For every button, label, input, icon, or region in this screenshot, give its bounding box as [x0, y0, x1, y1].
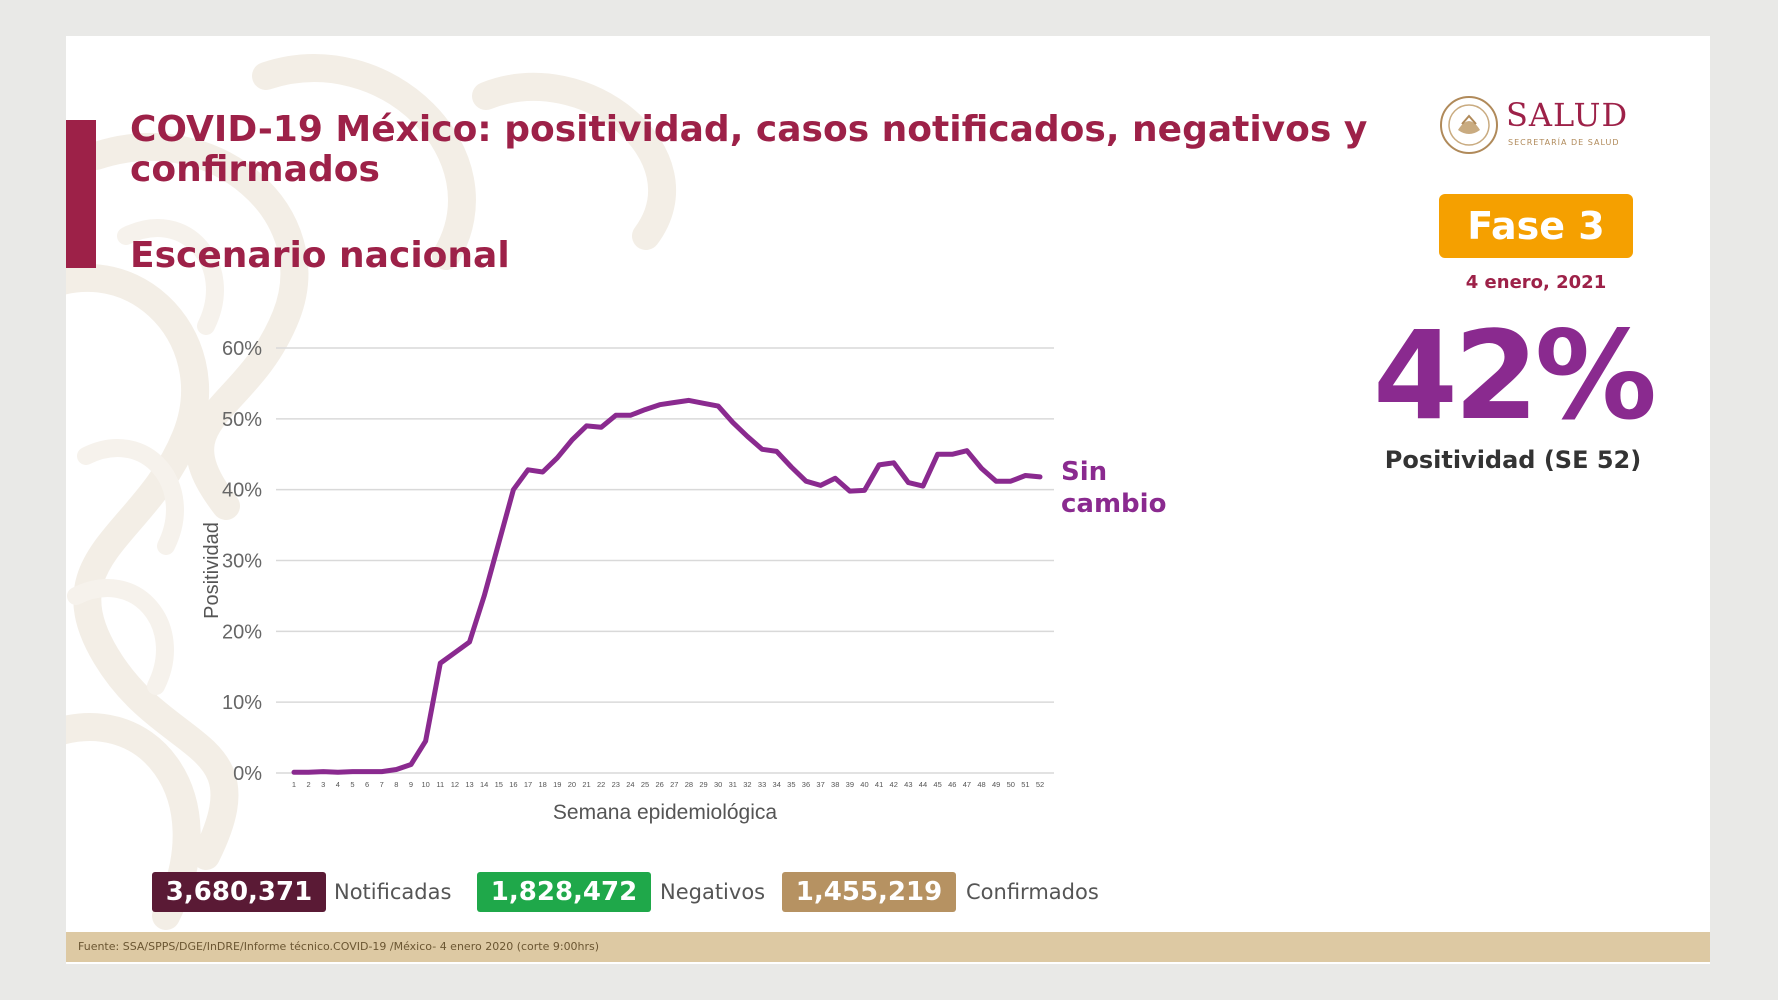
page-subtitle: Escenario nacional	[130, 235, 510, 276]
x-tick-label: 1	[292, 780, 296, 789]
negativos-value: 1,828,472	[477, 872, 651, 912]
y-tick-label: 40%	[222, 480, 262, 502]
series-line-positividad	[291, 397, 1043, 775]
x-tick-label: 28	[685, 780, 693, 789]
y-tick-label: 20%	[222, 621, 262, 643]
x-tick-label: 42	[890, 780, 898, 789]
x-tick-label: 7	[380, 780, 384, 789]
x-tick-label: 46	[948, 780, 956, 789]
x-tick-label: 51	[1021, 780, 1029, 789]
chart-grid	[276, 347, 1054, 774]
y-tick-label: 0%	[233, 763, 262, 785]
y-axis-label: Positividad	[201, 522, 223, 619]
x-tick-label: 2	[307, 780, 311, 789]
x-tick-label: 25	[641, 780, 649, 789]
notificadas-label: Notificadas	[334, 880, 452, 904]
x-tick-label: 33	[758, 780, 766, 789]
x-tick-label: 23	[612, 780, 620, 789]
x-tick-label: 5	[350, 780, 354, 789]
salud-logo: SALUD SECRETARÍA DE SALUD	[1438, 92, 1638, 162]
confirmados-label: Confirmados	[966, 880, 1099, 904]
logo-name: SALUD	[1506, 96, 1629, 134]
x-tick-label: 11	[436, 780, 444, 789]
x-tick-label: 44	[919, 780, 927, 789]
x-tick-label: 19	[553, 780, 561, 789]
x-tick-label: 12	[451, 780, 459, 789]
negativos-label: Negativos	[660, 880, 766, 904]
x-tick-label: 26	[656, 780, 664, 789]
x-tick-label: 40	[860, 780, 868, 789]
x-tick-label: 14	[480, 780, 488, 789]
x-tick-label: 39	[846, 780, 854, 789]
y-tick-label: 50%	[222, 409, 262, 431]
logo-subtitle: SECRETARÍA DE SALUD	[1508, 138, 1620, 147]
x-tick-label: 43	[904, 780, 912, 789]
x-tick-label: 48	[977, 780, 985, 789]
x-tick-label: 49	[992, 780, 1000, 789]
positivity-value: 42%	[1372, 305, 1657, 447]
x-axis-ticks: 1 2 3 4 5 6 7 8 9 10 11 12 13 14 15 16 17 18 19 20 21 22 23 24 2…	[292, 780, 1044, 789]
x-tick-label: 29	[699, 780, 707, 789]
x-tick-label: 47	[963, 780, 971, 789]
x-tick-label: 36	[802, 780, 810, 789]
x-tick-label: 8	[394, 780, 398, 789]
positivity-line-chart: 0%10%20%30%40%50%60% 1 2 3 4 5 6 7 8 9 10 11 12 13 14…	[201, 338, 1166, 824]
x-tick-label: 10	[421, 780, 429, 789]
y-tick-label: 30%	[222, 551, 262, 573]
x-tick-label: 32	[743, 780, 751, 789]
x-tick-label: 37	[816, 780, 824, 789]
x-tick-label: 22	[597, 780, 605, 789]
phase-badge: Fase 3	[1439, 194, 1633, 258]
x-tick-label: 34	[773, 780, 781, 789]
x-tick-label: 9	[409, 780, 413, 789]
x-tick-label: 45	[933, 780, 941, 789]
slide: COVID-19 México: positividad, casos noti…	[66, 36, 1710, 964]
x-axis-label: Semana epidemiológica	[553, 801, 777, 824]
x-tick-label: 50	[1007, 780, 1015, 789]
notificadas-value: 3,680,371	[152, 872, 326, 912]
positivity-label: Positividad (SE 52)	[1384, 446, 1642, 474]
x-tick-label: 6	[365, 780, 369, 789]
background-pattern	[66, 54, 676, 930]
y-tick-label: 10%	[222, 692, 262, 714]
x-tick-label: 21	[582, 780, 590, 789]
annotation-line-2: cambio	[1061, 489, 1166, 519]
x-tick-label: 4	[336, 780, 340, 789]
x-tick-label: 27	[670, 780, 678, 789]
y-axis-ticks: 0% 10% 20% 30% 40% 50% 60%	[222, 338, 262, 785]
report-date: 4 enero, 2021	[1465, 272, 1607, 293]
page-title: COVID-19 México: positividad, casos noti…	[130, 109, 1368, 190]
x-tick-label: 15	[495, 780, 503, 789]
x-tick-label: 16	[509, 780, 517, 789]
source-footer: Fuente: SSA/SPPS/DGE/InDRE/Informe técni…	[66, 932, 1710, 962]
x-tick-label: 41	[875, 780, 883, 789]
x-tick-label: 20	[568, 780, 576, 789]
y-tick-label: 60%	[222, 338, 262, 360]
confirmados-value: 1,455,219	[782, 872, 956, 912]
x-tick-label: 18	[538, 780, 546, 789]
x-tick-label: 30	[714, 780, 722, 789]
x-tick-label: 17	[524, 780, 532, 789]
x-tick-label: 38	[831, 780, 839, 789]
mexico-seal-icon	[1440, 96, 1498, 154]
x-tick-label: 52	[1036, 780, 1044, 789]
x-tick-label: 31	[729, 780, 737, 789]
x-tick-label: 3	[321, 780, 325, 789]
annotation-line-1: Sin	[1061, 457, 1107, 487]
x-tick-label: 13	[465, 780, 473, 789]
title-accent-bar	[66, 120, 96, 268]
x-tick-label: 24	[626, 780, 634, 789]
source-text: Fuente: SSA/SPPS/DGE/InDRE/Informe técni…	[78, 940, 600, 953]
x-tick-label: 35	[787, 780, 795, 789]
